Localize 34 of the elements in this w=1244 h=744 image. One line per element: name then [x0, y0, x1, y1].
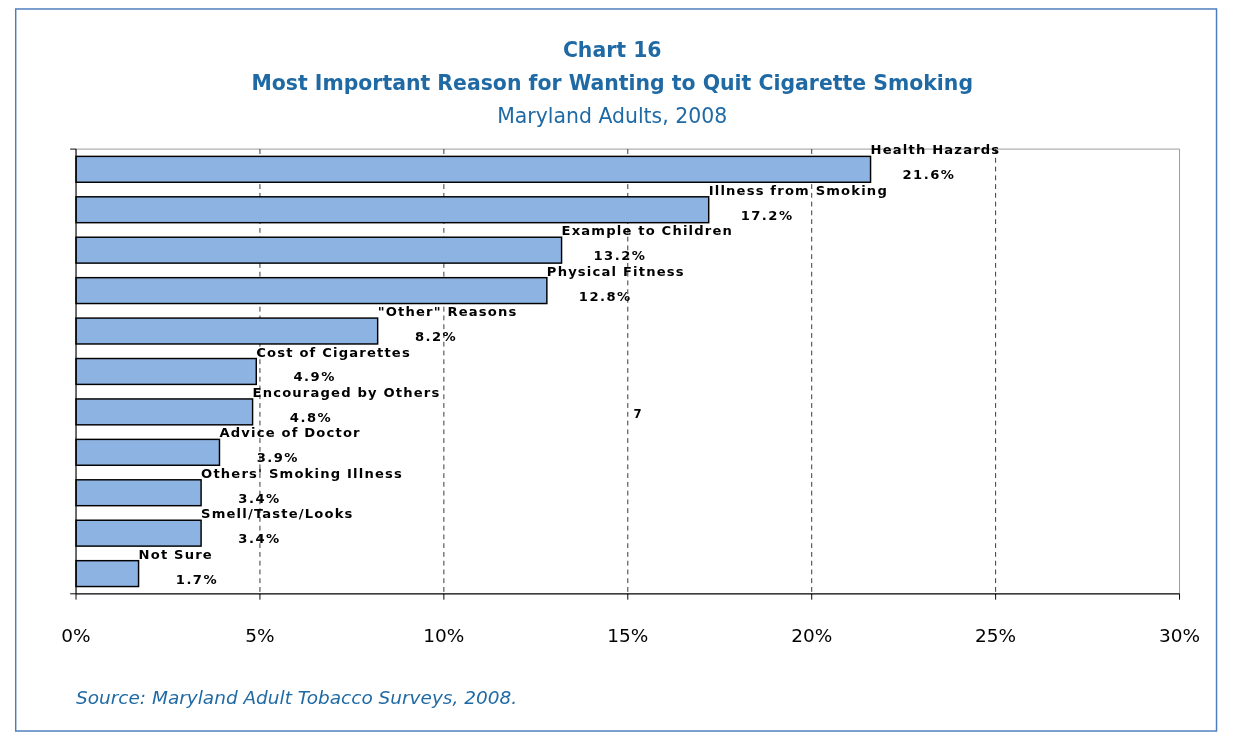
y-tick-label: Illness from Smoking	[708, 182, 888, 198]
y-tick-label: Cost of Cigarettes	[256, 344, 411, 360]
data-label: 3.9%	[256, 450, 299, 466]
data-label: 8.2%	[414, 329, 458, 345]
y-tick-label: Physical Fitness	[546, 263, 685, 279]
x-tick-label: 30%	[1159, 625, 1201, 647]
data-label: 4.9%	[293, 369, 336, 385]
data-label: 13.2%	[593, 248, 647, 264]
y-tick-label: Smell/Taste/Looks	[201, 506, 354, 522]
source-note: Source: Maryland Adult Tobacco Surveys, 2008.	[76, 686, 518, 708]
x-tick-label: 25%	[975, 625, 1017, 647]
chart-subtitle: Most Important Reason for Wanting to Quit Cigarette Smoking	[251, 70, 974, 95]
x-tick-label: 0%	[61, 625, 91, 647]
annotation: 7	[633, 407, 642, 422]
y-tick-label: Not Sure	[138, 546, 213, 562]
text: Maryland Adults, 2008	[497, 103, 728, 128]
y-tick-label: Advice of Doctor	[219, 425, 361, 441]
x-tick-label: 10%	[423, 625, 465, 647]
data-label: 12.8%	[578, 288, 632, 304]
chart-title: Chart 16	[562, 37, 662, 62]
data-label: 1.7%	[175, 571, 219, 587]
y-tick-label: Health Hazards	[870, 142, 1001, 158]
y-tick-label: Example to Children	[561, 223, 734, 239]
x-tick-label: 5%	[245, 625, 275, 647]
y-tick-label: Others' Smoking Illness	[201, 465, 403, 481]
data-label: 17.2%	[740, 207, 794, 223]
y-tick-label: "Other" Reasons	[377, 304, 518, 320]
data-label: 3.4%	[238, 531, 281, 547]
data-label: 4.8%	[289, 409, 333, 425]
data-label: 21.6%	[902, 167, 956, 183]
y-tick-label: Encouraged by Others	[252, 385, 441, 400]
x-tick-label: 15%	[607, 625, 649, 647]
data-label: 3.4%	[238, 490, 281, 506]
x-tick-label: 20%	[791, 625, 833, 647]
